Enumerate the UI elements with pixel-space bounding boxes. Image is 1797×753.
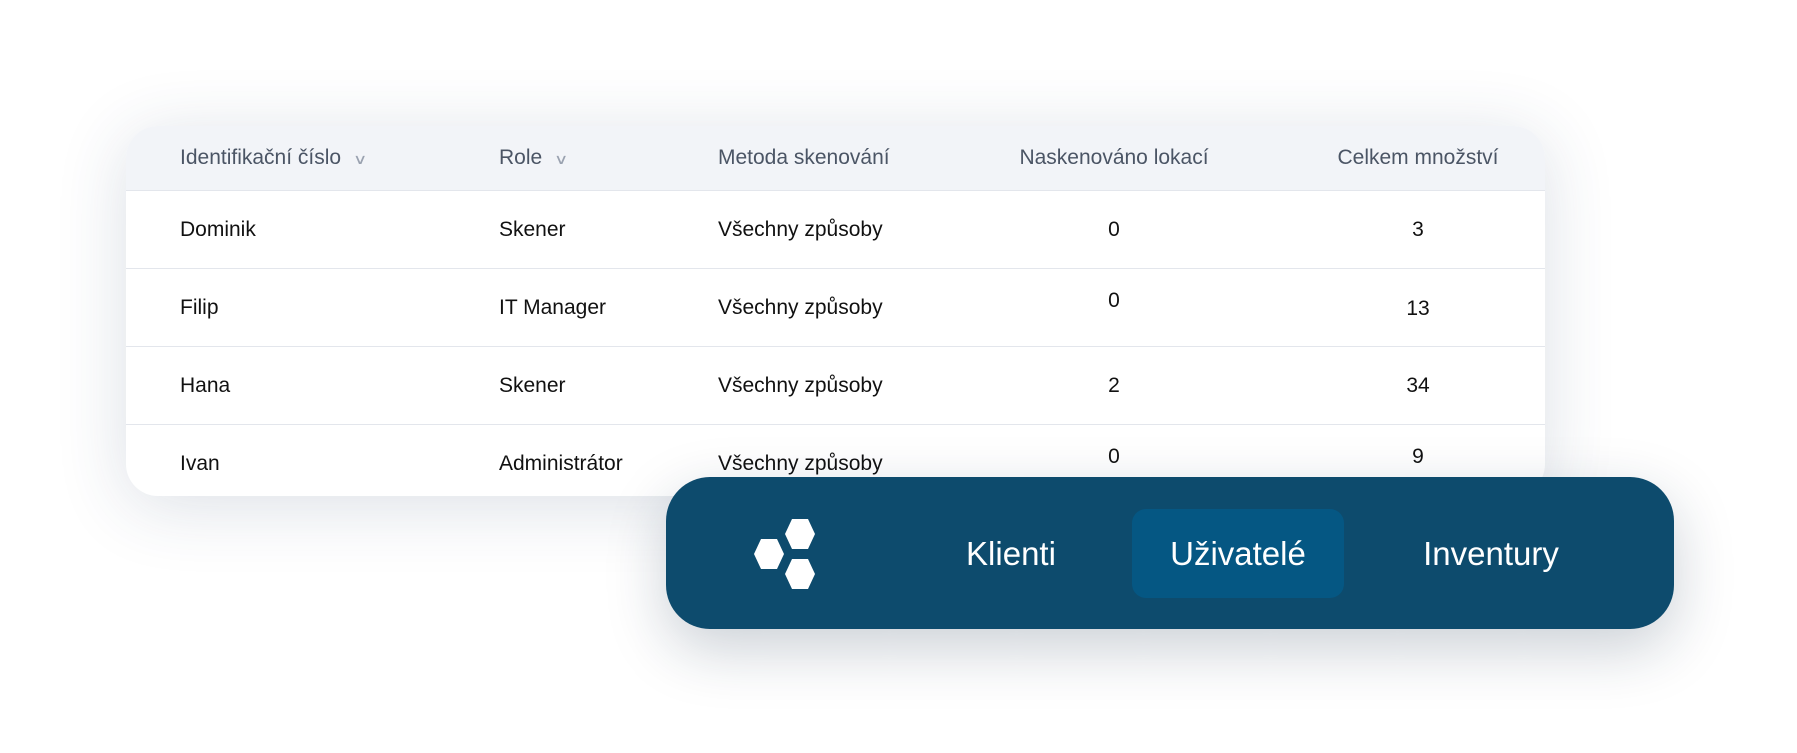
table-row[interactable]: Dominik Skener Všechny způsoby 0 3	[126, 191, 1545, 269]
cell-id: Filip	[180, 296, 219, 319]
table-row[interactable]: Ivan Administrátor Všechny způsoby 0 9	[126, 425, 1545, 496]
cell-id: Dominik	[180, 218, 256, 241]
header-method: Metoda skenování	[718, 146, 890, 169]
cell-method: Všechny způsoby	[718, 296, 883, 319]
header-quantity: Celkem množství	[1337, 146, 1499, 169]
hexagon-cluster-icon[interactable]	[746, 517, 826, 593]
table-row[interactable]: Filip IT Manager Všechny způsoby 0 13	[126, 269, 1545, 347]
cell-method: Všechny způsoby	[718, 218, 883, 241]
cell-method: Všechny způsoby	[718, 452, 883, 475]
cell-id: Ivan	[180, 452, 220, 475]
chevron-down-icon[interactable]: ∨	[353, 151, 368, 167]
table-row[interactable]: Hana Skener Všechny způsoby 2 34	[126, 347, 1545, 425]
cell-role: Skener	[499, 218, 566, 241]
cell-locations: 2	[1108, 374, 1120, 397]
cell-id: Hana	[180, 374, 231, 397]
nav-item-klienti[interactable]: Klienti	[966, 535, 1056, 572]
cell-role: Administrátor	[499, 452, 623, 475]
header-locations: Naskenováno lokací	[1019, 146, 1209, 169]
cell-quantity: 3	[1412, 218, 1424, 241]
cell-role: IT Manager	[499, 296, 606, 319]
nav-item-uzivatele[interactable]: Uživatelé	[1132, 509, 1344, 598]
cell-locations: 0	[1108, 289, 1120, 312]
nav-item-inventury[interactable]: Inventury	[1423, 535, 1559, 572]
header-label: Identifikační číslo	[180, 146, 342, 169]
users-table: Identifikační číslo ∨ Role ∨ Metoda skenov…	[126, 126, 1545, 496]
header-id[interactable]: Identifikační číslo ∨	[180, 126, 368, 190]
cell-method: Všechny způsoby	[718, 374, 883, 397]
cell-quantity: 13	[1406, 297, 1430, 320]
main-navigation: Klienti Uživatelé Inventury	[666, 477, 1674, 629]
cell-quantity: 34	[1406, 374, 1430, 397]
cell-locations: 0	[1108, 445, 1120, 468]
cell-quantity: 9	[1412, 445, 1424, 468]
header-role[interactable]: Role ∨	[499, 126, 569, 190]
chevron-down-icon[interactable]: ∨	[554, 151, 569, 167]
table-header: Identifikační číslo ∨ Role ∨ Metoda skenov…	[126, 126, 1545, 191]
cell-role: Skener	[499, 374, 566, 397]
header-label: Role	[499, 146, 543, 169]
cell-locations: 0	[1108, 218, 1120, 241]
